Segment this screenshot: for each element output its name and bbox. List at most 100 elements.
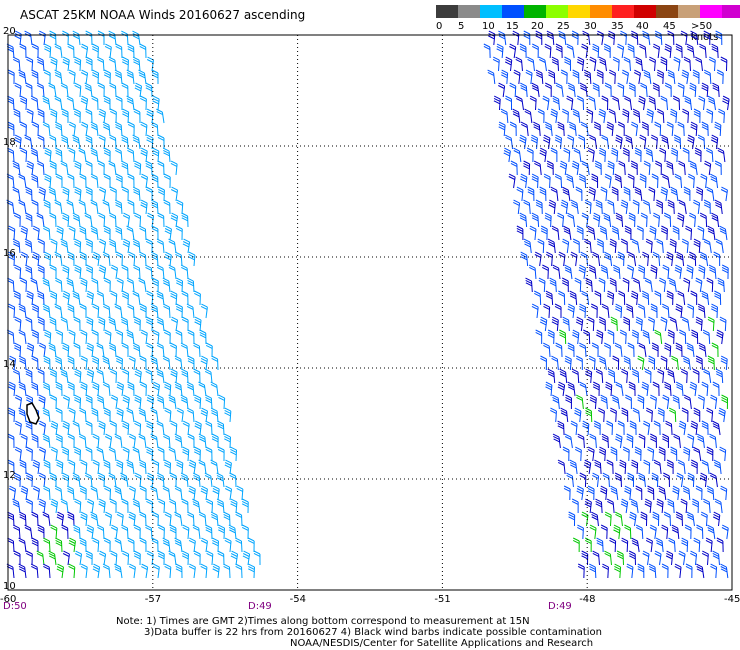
wind-barb: [74, 498, 82, 514]
wind-barb: [180, 264, 189, 280]
wind-barb: [605, 381, 613, 397]
wind-barb: [696, 433, 705, 449]
wind-barb: [588, 264, 597, 280]
wind-barb: [31, 199, 39, 215]
wind-barb: [559, 329, 567, 345]
wind-barb: [622, 446, 630, 462]
wind-barb: [714, 121, 722, 137]
wind-barb: [701, 82, 709, 98]
wind-barb: [163, 199, 171, 215]
wind-barb: [230, 498, 238, 514]
lon-label: -57: [145, 594, 161, 605]
wind-barb: [168, 394, 177, 410]
colorbar-label: >50 knots: [691, 21, 719, 43]
wind-barb: [575, 316, 584, 332]
wind-barb: [14, 264, 22, 280]
wind-barb: [128, 251, 136, 267]
wind-barb: [509, 82, 517, 98]
wind-barb: [150, 251, 159, 267]
wind-barb: [134, 82, 143, 98]
wind-barb: [156, 368, 165, 384]
wind-barb: [681, 238, 689, 254]
wind-barb: [581, 550, 589, 566]
wind-barb: [37, 264, 45, 280]
wind-barb: [667, 199, 675, 215]
wind-barb: [188, 537, 196, 553]
wind-barb: [230, 446, 238, 462]
wind-barb: [121, 134, 129, 150]
wind-barb: [596, 329, 604, 345]
wind-barb: [631, 368, 640, 384]
wind-barb: [193, 446, 201, 462]
wind-barb: [96, 342, 105, 358]
wind-barb: [109, 186, 117, 202]
wind-barb: [617, 82, 625, 98]
wind-barb: [653, 459, 662, 475]
wind-barb: [609, 238, 617, 254]
wind-barb: [31, 381, 39, 397]
wind-barb: [90, 225, 99, 241]
wind-barb: [194, 290, 201, 306]
wind-barb: [150, 303, 159, 319]
wind-barb: [701, 420, 709, 436]
wind-barb: [626, 433, 634, 449]
wind-barb: [711, 212, 720, 228]
wind-barb: [572, 329, 580, 345]
wind-barb: [660, 316, 668, 332]
wind-barb: [655, 160, 662, 176]
wind-barb: [175, 225, 183, 241]
wind-barb: [708, 264, 717, 280]
wind-barb: [544, 43, 552, 59]
wind-barb: [621, 407, 629, 423]
wind-barb: [151, 277, 159, 293]
wind-barb: [718, 407, 726, 423]
wind-barb: [205, 420, 213, 436]
wind-barb: [557, 381, 566, 397]
wind-barb: [687, 134, 695, 150]
wind-barb: [640, 511, 648, 527]
wind-barb: [85, 30, 93, 46]
wind-barb: [19, 511, 27, 527]
wind-barb: [652, 381, 660, 397]
wind-barb: [122, 420, 130, 436]
wind-barb: [26, 550, 33, 566]
wind-barb: [714, 290, 722, 306]
wind-barb: [206, 498, 214, 514]
wind-barb: [169, 524, 177, 540]
wind-barb: [712, 550, 720, 566]
wind-barb: [62, 342, 70, 358]
colorbar-swatch: [700, 5, 722, 18]
wind-barb: [145, 524, 153, 540]
wind-barb: [116, 407, 124, 423]
wind-barb: [533, 290, 542, 306]
wind-barb: [526, 56, 535, 72]
wind-barb: [92, 563, 101, 579]
wind-barb: [73, 108, 81, 124]
wind-barb: [617, 121, 625, 137]
wind-barb: [588, 186, 596, 202]
wind-barb: [685, 563, 693, 579]
wind-barb: [156, 108, 165, 124]
wind-barb: [152, 95, 160, 111]
wind-barb: [624, 485, 632, 501]
wind-barb: [668, 277, 677, 293]
wind-barb: [654, 329, 663, 345]
wind-barb: [72, 134, 81, 150]
wind-barb: [696, 186, 704, 202]
wind-barb: [629, 420, 637, 436]
lon-label: -51: [434, 594, 450, 605]
wind-barb: [611, 225, 620, 241]
wind-barb: [164, 225, 172, 241]
wind-barb: [126, 95, 135, 111]
wind-barb: [666, 160, 674, 176]
wind-barb: [509, 121, 517, 137]
time-label: D:49: [248, 601, 272, 612]
wind-barb: [545, 290, 554, 306]
wind-barb: [43, 199, 51, 215]
wind-barb: [121, 342, 129, 358]
wind-barb: [31, 69, 39, 85]
wind-barb: [654, 550, 662, 566]
wind-barb: [587, 446, 595, 462]
wind-barb: [560, 199, 569, 215]
wind-barb: [577, 524, 584, 540]
